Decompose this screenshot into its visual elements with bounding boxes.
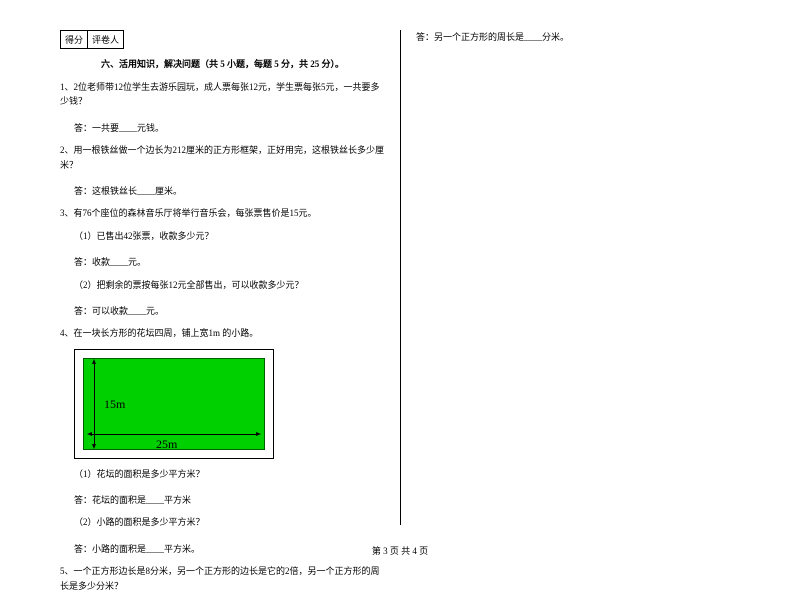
page: 得分 评卷人 六、活用知识，解决问题（共 5 小题，每题 5 分，共 25 分）…: [0, 0, 800, 545]
left-column: 得分 评卷人 六、活用知识，解决问题（共 5 小题，每题 5 分，共 25 分）…: [60, 30, 400, 525]
question-4: 4、在一块长方形的花坛四周，铺上宽1m 的小路。: [60, 326, 385, 340]
answer-3-1: 答：收款____元。: [74, 255, 385, 269]
answer-2: 答：这根铁丝长____厘米。: [74, 184, 385, 198]
answer-5: 答：另一个正方形的周长是____分米。: [416, 30, 720, 44]
width-arrow: [92, 434, 256, 435]
question-2: 2、用一根铁丝做一个边长为212厘米的正方形框架，正好用完，这根铁丝长多少厘米？: [60, 143, 385, 172]
question-3-sub1: （1）已售出42张票，收款多少元？: [74, 229, 385, 243]
question-5: 5、一个正方形边长是8分米，另一个正方形的边长是它的2倍，另一个正方形的周长是多…: [60, 564, 385, 593]
question-4-sub1: （1）花坛的面积是多少平方米？: [74, 467, 385, 481]
page-footer: 第 3 页 共 4 页: [0, 544, 800, 557]
answer-4-1: 答：花坛的面积是____平方米: [74, 493, 385, 507]
height-arrow: [94, 364, 95, 444]
width-label: 25m: [156, 437, 177, 452]
section-title: 六、活用知识，解决问题（共 5 小题，每题 5 分，共 25 分）。: [60, 57, 385, 70]
question-1: 1、2位老师带12位学生去游乐园玩，成人票每张12元，学生票每张5元，一共要多少…: [60, 80, 385, 109]
answer-1: 答：一共要____元钱。: [74, 121, 385, 135]
answer-3-2: 答：可以收款____元。: [74, 304, 385, 318]
question-4-sub2: （2）小路的面积是多少平方米？: [74, 515, 385, 529]
flowerbed-diagram: 15m 25m: [74, 349, 274, 459]
right-column: 答：另一个正方形的周长是____分米。: [400, 30, 720, 525]
score-label: 得分: [61, 31, 88, 48]
height-label: 15m: [104, 397, 125, 412]
score-box: 得分 评卷人: [60, 30, 124, 49]
question-3: 3、有76个座位的森林音乐厅将举行音乐会，每张票售价是15元。: [60, 206, 385, 220]
question-3-sub2: （2）把剩余的票按每张12元全部售出，可以收款多少元？: [74, 278, 385, 292]
grader-label: 评卷人: [88, 31, 123, 48]
